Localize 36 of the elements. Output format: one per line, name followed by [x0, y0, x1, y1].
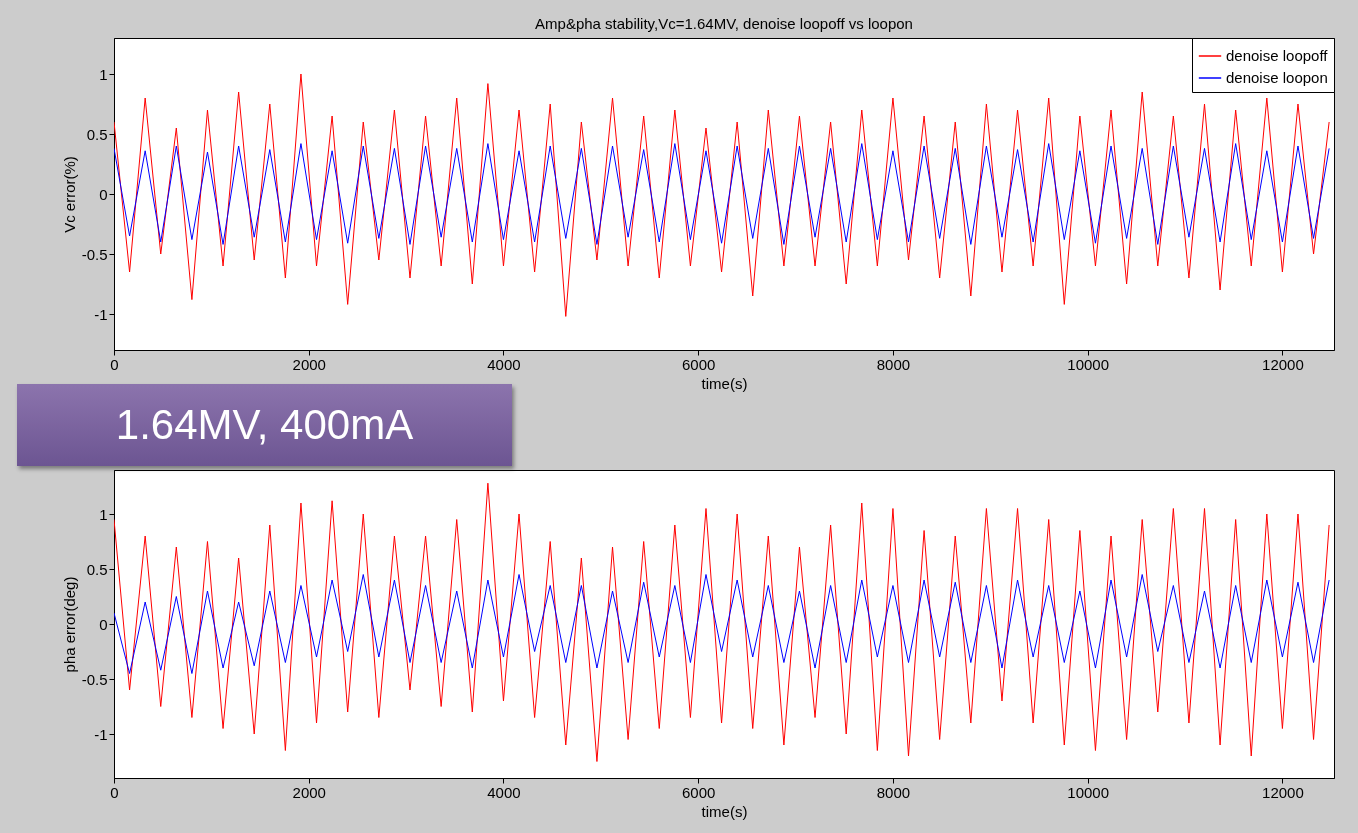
y-tick-label: 1 — [99, 65, 108, 83]
x-tick-label: 0 — [110, 783, 119, 801]
line-series — [114, 73, 1330, 317]
chart-title: Amp&pha stability,Vc=1.64MV, denoise loopoff vs loopon — [535, 15, 913, 32]
x-tick-label: 6000 — [682, 783, 716, 801]
x-axis-title: time(s) — [701, 802, 748, 820]
y-tick-label: -0.5 — [81, 670, 108, 688]
x-tick-label: 2000 — [292, 783, 326, 801]
x-tick-label: 12000 — [1262, 355, 1304, 373]
line-series — [114, 482, 1330, 762]
x-tick-label: 8000 — [876, 355, 911, 373]
line-series — [114, 574, 1330, 674]
y-tick-label: -1 — [94, 725, 108, 743]
legend-label: denoise loopon — [1226, 69, 1328, 86]
y-tick-label: 0 — [99, 185, 108, 203]
x-tick-label: 10000 — [1067, 355, 1110, 373]
y-tick-label: -0.5 — [81, 245, 108, 263]
y-tick-label: 0 — [99, 615, 108, 633]
x-tick-label: 10000 — [1067, 783, 1110, 801]
y-tick-label: 0.5 — [86, 560, 108, 578]
x-tick-label: 2000 — [292, 355, 326, 373]
y-axis-title: pha error(deg) — [60, 576, 78, 673]
x-tick-label: 4000 — [487, 355, 521, 373]
y-tick-label: 0.5 — [86, 125, 108, 143]
x-axis-title: time(s) — [701, 374, 748, 392]
y-tick-label: -1 — [94, 305, 108, 323]
x-tick-label: 12000 — [1262, 783, 1304, 801]
x-tick-label: 8000 — [876, 783, 911, 801]
y-tick-label: 1 — [99, 505, 108, 523]
legend-label: denoise loopoff — [1226, 47, 1329, 64]
x-tick-label: 6000 — [682, 355, 716, 373]
y-axis-title: Vc error(%) — [60, 156, 78, 233]
label-box: 1.64MV, 400mA — [17, 384, 512, 466]
x-tick-label: 4000 — [487, 783, 521, 801]
line-series — [114, 143, 1330, 245]
x-tick-label: 0 — [110, 355, 119, 373]
